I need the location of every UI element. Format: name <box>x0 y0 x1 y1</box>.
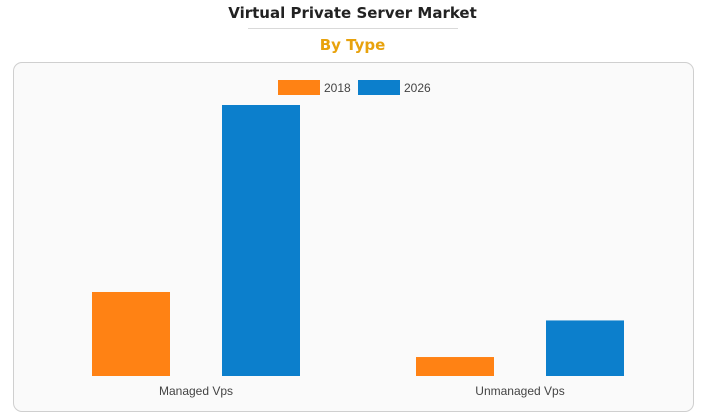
legend: 2018 2026 <box>278 80 431 95</box>
x-tick-label: Unmanaged Vps <box>475 384 564 398</box>
bar-chart: 2018 2026 Managed Vps Unmanaged Vps <box>92 80 624 398</box>
x-axis-ticks: Managed Vps Unmanaged Vps <box>159 384 565 398</box>
x-tick-label: Managed Vps <box>159 384 233 398</box>
bar-managed-vps-2026 <box>222 105 300 376</box>
chart-subtitle: By Type <box>319 36 386 54</box>
legend-swatch-2018 <box>278 80 320 95</box>
legend-swatch-2026 <box>358 80 400 95</box>
chart-panel: 2018 2026 Managed Vps Unmanaged Vps <box>13 62 694 412</box>
bar-unmanaged-vps-2018 <box>416 357 494 376</box>
title-divider <box>248 28 458 29</box>
bar-unmanaged-vps-2026 <box>546 320 624 376</box>
legend-label-2026: 2026 <box>404 81 431 95</box>
legend-label-2018: 2018 <box>324 81 351 95</box>
bars <box>92 105 624 376</box>
chart-title: Virtual Private Server Market <box>228 4 477 22</box>
bar-managed-vps-2018 <box>92 291 170 376</box>
